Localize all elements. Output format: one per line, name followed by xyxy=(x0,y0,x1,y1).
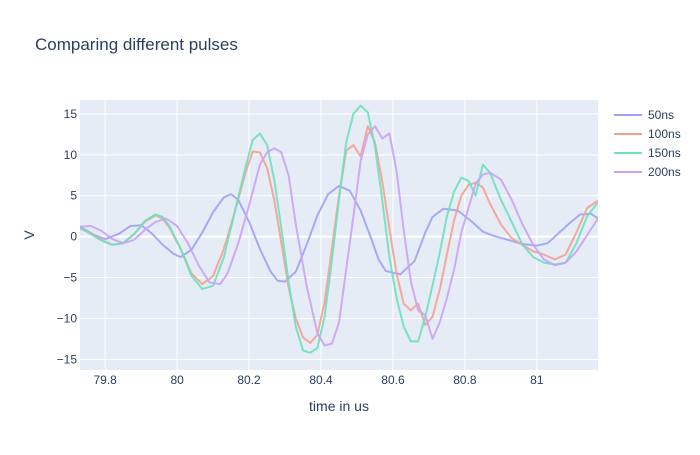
y-axis-ticks: −15 −10 −5 0 5 10 15 xyxy=(57,107,78,366)
legend-label: 100ns xyxy=(648,127,681,141)
legend-item[interactable]: 50ns xyxy=(614,108,674,122)
x-tick-label: 80.4 xyxy=(309,373,333,387)
legend-item[interactable]: 100ns xyxy=(614,127,681,141)
y-tick-label: −5 xyxy=(63,271,77,285)
y-axis-label: V xyxy=(21,230,37,240)
series-lines xyxy=(80,104,598,354)
y-tick-label: 10 xyxy=(64,148,78,162)
y-tick-label: 15 xyxy=(64,107,78,121)
x-tick-label: 80.6 xyxy=(381,373,405,387)
chart-title: Comparing different pulses xyxy=(35,35,238,54)
x-tick-label: 81 xyxy=(530,373,544,387)
x-tick-label: 80.8 xyxy=(453,373,477,387)
legend-item[interactable]: 150ns xyxy=(614,146,681,160)
x-axis-ticks: 79.8 80 80.2 80.4 80.6 80.8 81 xyxy=(94,373,544,387)
y-tick-label: 0 xyxy=(70,230,77,244)
legend-label: 150ns xyxy=(648,146,681,160)
x-axis-label: time in us xyxy=(309,398,369,414)
y-tick-label: 5 xyxy=(70,189,77,203)
legend-label: 50ns xyxy=(648,108,674,122)
legend-label: 200ns xyxy=(648,165,681,179)
y-tick-label: −10 xyxy=(57,311,78,325)
x-tick-label: 80 xyxy=(170,373,184,387)
y-tick-label: −15 xyxy=(57,352,78,366)
legend-item[interactable]: 200ns xyxy=(614,165,681,179)
x-tick-label: 79.8 xyxy=(94,373,118,387)
legend[interactable]: 50ns 100ns 150ns 200ns xyxy=(614,108,681,179)
x-tick-label: 80.2 xyxy=(237,373,261,387)
series-line-50ns[interactable] xyxy=(80,184,598,283)
series-line-200ns[interactable] xyxy=(80,125,598,347)
plot-area xyxy=(80,100,598,370)
